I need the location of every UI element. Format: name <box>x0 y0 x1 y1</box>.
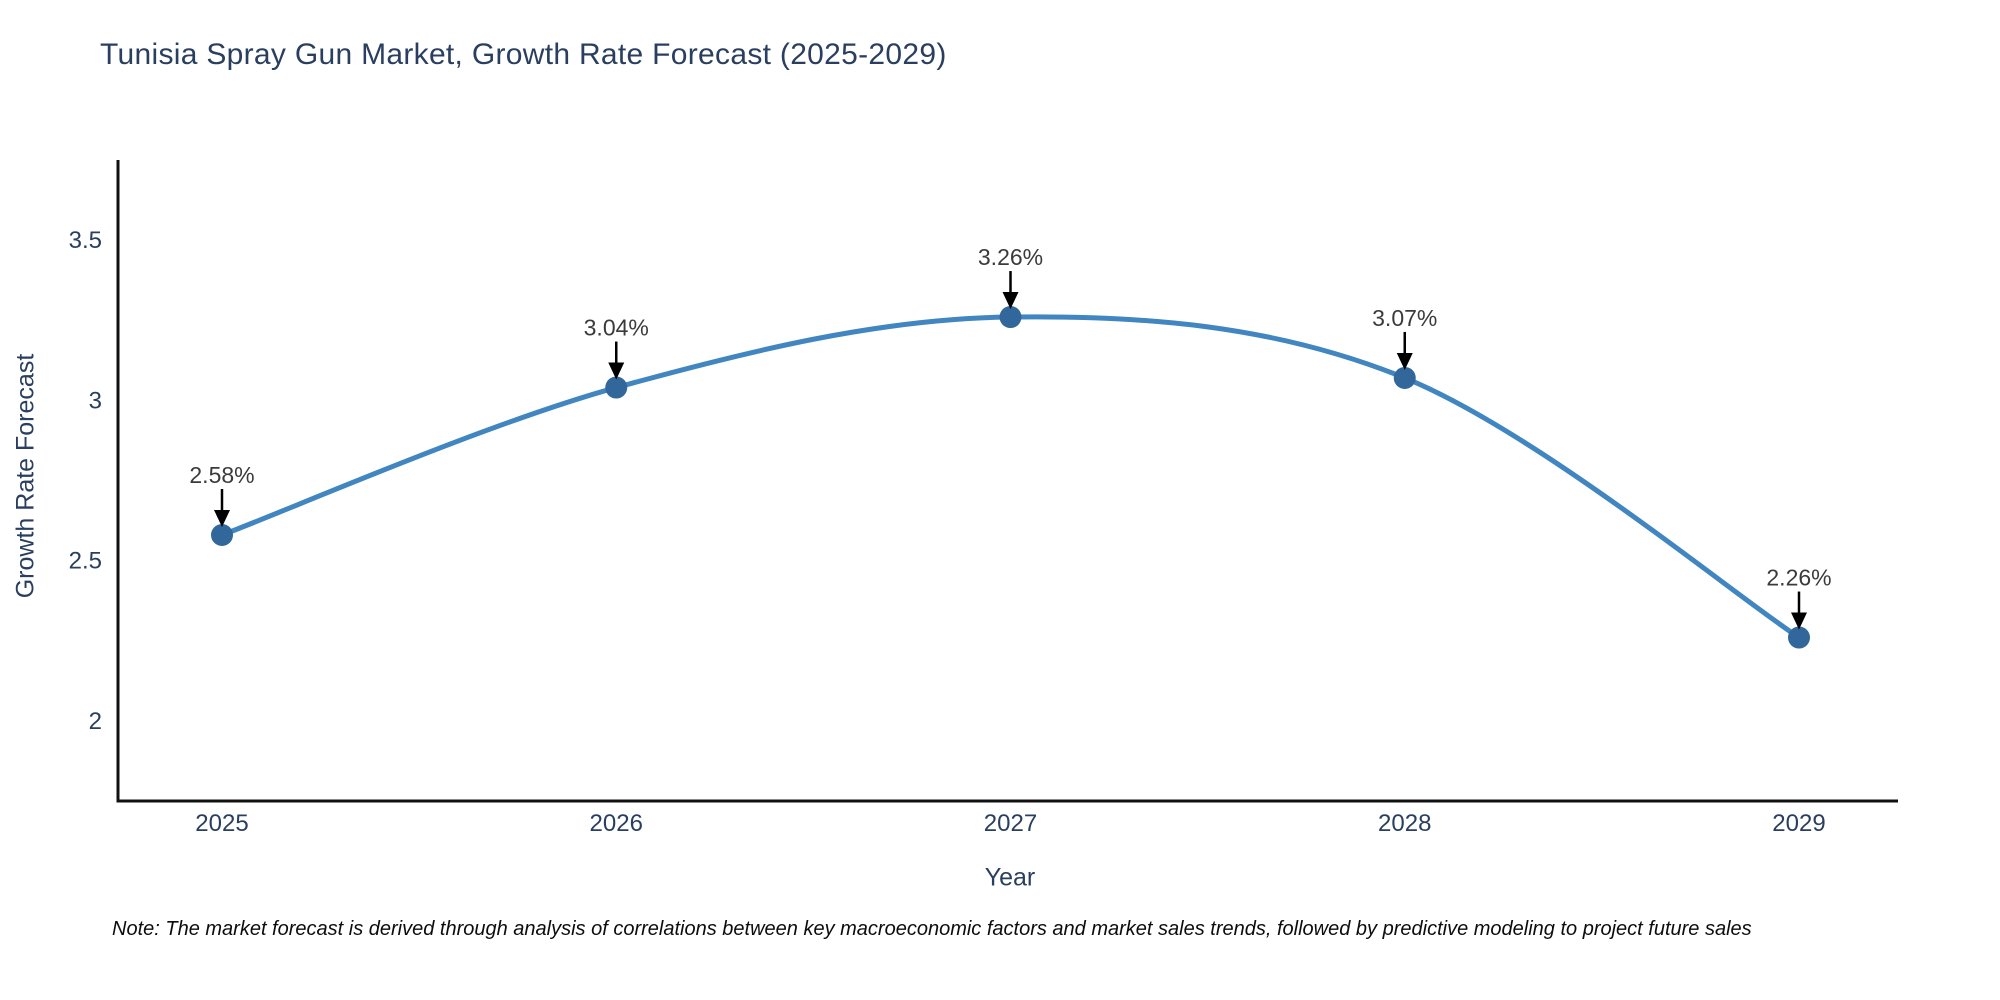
series-line <box>219 314 1802 641</box>
x-tick-label: 2026 <box>590 810 643 837</box>
data-point-marker <box>1393 366 1416 389</box>
annotation-arrowhead <box>1002 292 1019 310</box>
annotation-arrowhead <box>1791 612 1807 630</box>
x-tick-label: 2028 <box>1378 810 1431 837</box>
x-tick-label: 2029 <box>1772 810 1825 837</box>
annotation-arrowhead <box>608 362 625 380</box>
annotation-label: 3.07% <box>1372 305 1437 331</box>
note-text: Note: The market forecast is derived thr… <box>112 918 1752 940</box>
annotation-label: 2.58% <box>189 462 254 488</box>
y-tick-label: 3 <box>89 387 102 414</box>
annotation-label: 2.26% <box>1766 565 1831 591</box>
data-point-marker <box>1788 626 1810 649</box>
y-tick-label: 2 <box>89 708 102 735</box>
annotation-arrowhead <box>1396 352 1413 370</box>
chart-title: Tunisia Spray Gun Market, Growth Rate Fo… <box>100 38 947 71</box>
x-axis-title: Year <box>984 863 1036 892</box>
annotation-label: 3.04% <box>584 315 649 341</box>
annotation-arrowhead <box>214 509 230 527</box>
data-point-marker <box>605 376 628 399</box>
x-tick-label: 2025 <box>195 810 248 837</box>
x-tick-label: 2027 <box>984 810 1037 837</box>
data-point-marker <box>211 523 233 546</box>
data-point-marker <box>999 306 1022 329</box>
y-tick-label: 3.5 <box>69 227 102 254</box>
y-tick-label: 2.5 <box>69 548 102 575</box>
annotation-label: 3.26% <box>978 244 1043 270</box>
